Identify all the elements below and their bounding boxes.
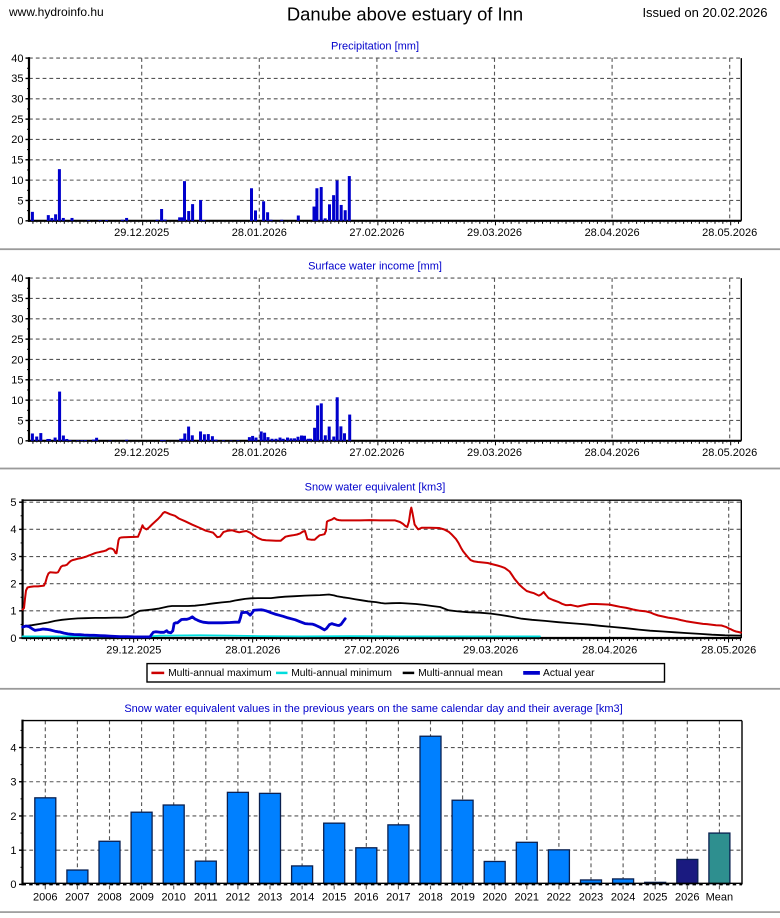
svg-text:2019: 2019	[450, 891, 474, 903]
svg-text:Multi-annual mean: Multi-annual mean	[418, 668, 503, 679]
svg-text:Danube above estuary of Inn: Danube above estuary of Inn	[287, 3, 523, 24]
svg-text:30: 30	[11, 314, 23, 326]
svg-text:2: 2	[10, 579, 16, 591]
svg-text:2012: 2012	[226, 891, 250, 903]
svg-text:15: 15	[11, 375, 23, 387]
svg-text:2022: 2022	[547, 891, 571, 903]
svg-text:2006: 2006	[33, 891, 57, 903]
svg-text:2020: 2020	[482, 891, 506, 903]
svg-text:28.01.2026: 28.01.2026	[232, 227, 287, 239]
svg-text:1: 1	[10, 845, 16, 857]
svg-text:35: 35	[11, 293, 23, 305]
svg-text:Actual year: Actual year	[543, 668, 595, 679]
svg-text:28.01.2026: 28.01.2026	[232, 447, 287, 459]
svg-text:3: 3	[10, 777, 16, 789]
svg-text:27.02.2026: 27.02.2026	[349, 227, 404, 239]
svg-text:Snow water equivalent values i: Snow water equivalent values in the prev…	[124, 703, 622, 715]
svg-text:Multi-annual minimum: Multi-annual minimum	[291, 668, 392, 679]
svg-text:0: 0	[10, 879, 16, 891]
svg-text:29.03.2026: 29.03.2026	[467, 227, 522, 239]
svg-text:Snow water equivalent [km3]: Snow water equivalent [km3]	[305, 482, 446, 494]
svg-text:0: 0	[17, 436, 23, 448]
svg-text:28.04.2026: 28.04.2026	[585, 447, 640, 459]
svg-text:5: 5	[10, 497, 16, 509]
svg-text:20: 20	[11, 354, 23, 366]
svg-text:2024: 2024	[611, 891, 635, 903]
svg-text:40: 40	[11, 273, 23, 285]
svg-text:2016: 2016	[354, 891, 378, 903]
svg-text:5: 5	[17, 195, 23, 207]
svg-text:20: 20	[11, 134, 23, 146]
svg-text:29.12.2025: 29.12.2025	[106, 644, 161, 656]
svg-text:3: 3	[10, 551, 16, 563]
svg-text:30: 30	[11, 94, 23, 106]
svg-text:Mean: Mean	[706, 891, 734, 903]
svg-text:2007: 2007	[65, 891, 89, 903]
svg-text:4: 4	[10, 742, 16, 754]
svg-text:2008: 2008	[97, 891, 121, 903]
svg-text:2009: 2009	[129, 891, 153, 903]
svg-text:15: 15	[11, 155, 23, 167]
svg-text:0: 0	[17, 216, 23, 228]
svg-text:Precipitation [mm]: Precipitation [mm]	[331, 41, 419, 53]
svg-text:29.12.2025: 29.12.2025	[114, 447, 169, 459]
svg-text:5: 5	[17, 415, 23, 427]
svg-text:40: 40	[11, 53, 23, 65]
svg-text:2026: 2026	[675, 891, 699, 903]
svg-text:29.12.2025: 29.12.2025	[114, 227, 169, 239]
svg-text:4: 4	[10, 524, 16, 536]
svg-text:www.hydroinfo.hu: www.hydroinfo.hu	[8, 5, 104, 19]
svg-text:27.02.2026: 27.02.2026	[349, 447, 404, 459]
svg-text:28.05.2026: 28.05.2026	[701, 644, 756, 656]
svg-text:0: 0	[10, 633, 16, 645]
svg-text:2017: 2017	[386, 891, 410, 903]
svg-text:Issued on 20.02.2026: Issued on 20.02.2026	[642, 5, 767, 20]
svg-text:10: 10	[11, 395, 23, 407]
svg-text:2025: 2025	[643, 891, 667, 903]
svg-text:2011: 2011	[194, 891, 218, 903]
svg-text:Multi-annual maximum: Multi-annual maximum	[168, 668, 272, 679]
svg-text:28.01.2026: 28.01.2026	[225, 644, 280, 656]
svg-text:Surface water income [mm]: Surface water income [mm]	[308, 261, 442, 273]
svg-text:28.04.2026: 28.04.2026	[582, 644, 637, 656]
svg-text:2010: 2010	[161, 891, 185, 903]
svg-text:2: 2	[10, 811, 16, 823]
svg-text:10: 10	[11, 175, 23, 187]
svg-text:35: 35	[11, 73, 23, 85]
svg-text:1: 1	[10, 606, 16, 618]
svg-text:29.03.2026: 29.03.2026	[467, 447, 522, 459]
svg-text:2013: 2013	[258, 891, 282, 903]
svg-text:2014: 2014	[290, 891, 314, 903]
svg-text:28.05.2026: 28.05.2026	[702, 227, 757, 239]
svg-text:2021: 2021	[515, 891, 539, 903]
svg-text:27.02.2026: 27.02.2026	[344, 644, 399, 656]
svg-text:2015: 2015	[322, 891, 346, 903]
svg-text:2018: 2018	[418, 891, 442, 903]
svg-text:28.04.2026: 28.04.2026	[585, 227, 640, 239]
svg-text:25: 25	[11, 114, 23, 126]
svg-text:25: 25	[11, 334, 23, 346]
svg-text:28.05.2026: 28.05.2026	[702, 447, 757, 459]
svg-text:29.03.2026: 29.03.2026	[463, 644, 518, 656]
svg-text:2023: 2023	[579, 891, 603, 903]
